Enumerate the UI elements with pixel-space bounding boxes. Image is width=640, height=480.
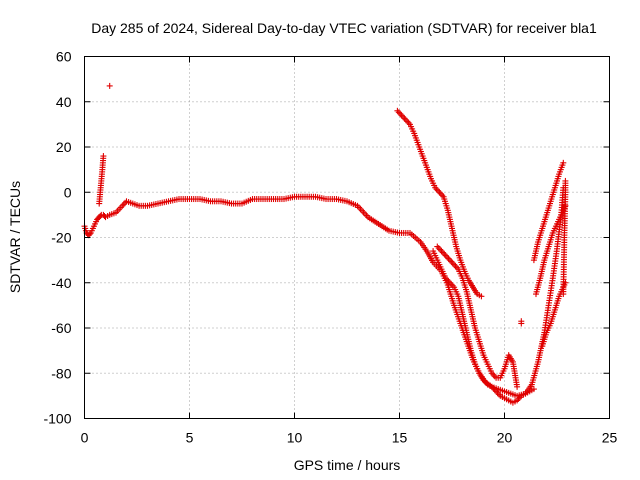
data-point: [438, 248, 445, 255]
data-point: [449, 260, 456, 267]
plot-frame: [84, 56, 610, 419]
x-axis-label: GPS time / hours: [294, 457, 401, 473]
data-point: [435, 187, 441, 194]
data-point: [437, 246, 444, 253]
data-point: [451, 261, 458, 268]
y-tick-label: 20: [56, 139, 72, 155]
data-point: [402, 116, 409, 123]
data-point: [491, 373, 498, 380]
y-tick-label: 60: [56, 49, 72, 65]
chart-title: Day 285 of 2024, Sidereal Day-to-day VTE…: [91, 20, 597, 36]
data-point: [397, 110, 404, 117]
x-tick-label: 10: [287, 430, 303, 446]
x-tick-label: 0: [81, 430, 89, 446]
data-point: [401, 115, 408, 122]
data-point: [404, 118, 411, 125]
y-tick-label: -80: [51, 365, 71, 381]
data-point: [448, 258, 455, 265]
data-points: [81, 82, 569, 406]
y-tick-label: -100: [43, 411, 71, 427]
data-point: [442, 252, 449, 259]
x-tick-labels: 0 5 10 15 20 25: [81, 430, 618, 446]
data-point: [439, 249, 446, 256]
data-point: [445, 255, 452, 262]
y-axis-label: SDTVAR / TECUs: [7, 181, 23, 293]
data-point: [448, 281, 455, 288]
data-point: [436, 189, 443, 196]
x-tick-label: 25: [602, 430, 618, 446]
y-tick-label: -40: [51, 275, 71, 291]
data-point: [400, 113, 406, 120]
grid: [84, 56, 610, 419]
data-point: [437, 190, 444, 197]
data-point: [435, 245, 442, 252]
y-tick-label: -20: [51, 230, 71, 246]
data-point: [446, 257, 453, 264]
data-point: [518, 320, 525, 327]
data-point: [530, 386, 537, 393]
x-tick-label: 5: [186, 430, 194, 446]
data-point: [106, 82, 113, 89]
data-point: [441, 251, 448, 258]
data-point: [86, 231, 93, 238]
data-point: [478, 293, 485, 300]
data-point: [100, 153, 107, 160]
data-point: [434, 243, 441, 250]
data-point: [395, 109, 402, 116]
data-point: [562, 177, 569, 184]
x-tick-label: 20: [497, 430, 513, 446]
y-tick-label: -60: [51, 320, 71, 336]
data-point: [514, 383, 521, 390]
data-point: [122, 199, 129, 206]
y-tick-label: 40: [56, 94, 72, 110]
data-point: [560, 159, 567, 166]
x-tick-label: 15: [392, 430, 408, 446]
y-tick-labels: -100 -80 -60 -40 -20 0 20 40 60: [43, 49, 71, 427]
data-point: [452, 263, 459, 270]
axis-ticks: [84, 56, 610, 419]
y-tick-label: 0: [64, 184, 72, 200]
data-point: [444, 254, 451, 261]
